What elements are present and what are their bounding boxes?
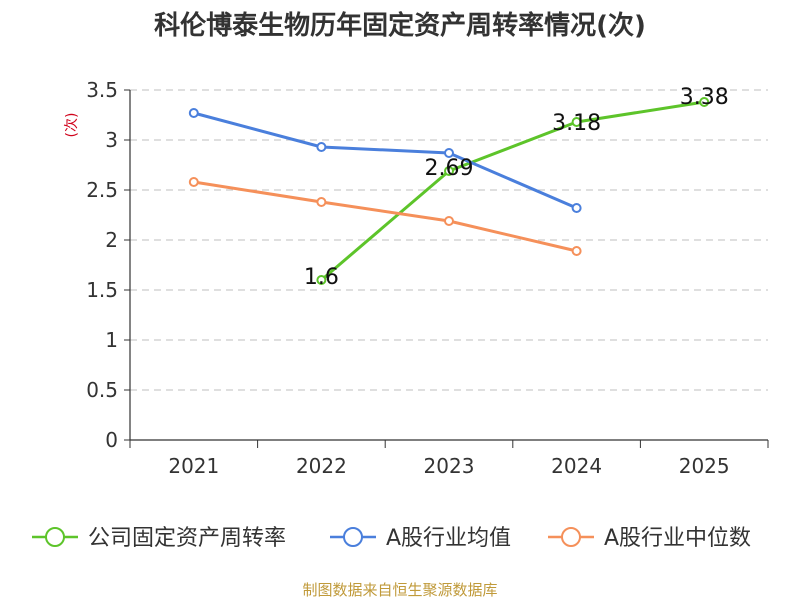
data-labels: 1.6 2.69 3.18 3.38 [304,85,729,290]
chart-title: 科伦博泰生物历年固定资产周转率情况(次) [154,10,646,41]
data-label: 1.6 [304,265,339,290]
x-tick-label: 2023 [424,454,475,478]
legend-marker [45,527,65,547]
data-point [571,203,582,213]
data-point [188,177,199,187]
series-line [193,180,577,253]
legend-label: A股行业中位数 [604,526,751,551]
series-line [320,100,705,282]
data-point [444,216,454,226]
data-point [571,246,582,256]
legend: 公司固定资产周转率 A股行业均值 A股行业中位数 [32,526,751,551]
y-tick-label: 2.5 [86,178,118,202]
legend-marker [343,527,363,547]
series-line [193,111,578,210]
gridlines [130,89,768,391]
legend-label: 公司固定资产周转率 [88,526,286,551]
data-point [444,148,454,158]
y-axis-label: (次) [64,113,80,138]
data-label: 3.18 [552,111,601,136]
series-layer [188,97,710,285]
data-point [699,97,710,107]
data-point [444,166,454,176]
y-tick-label: 3 [105,128,118,152]
data-point [188,108,199,118]
legend-marker [561,527,581,547]
y-tick-label: 3.5 [86,78,118,102]
data-point [316,142,327,152]
data-point [316,197,327,207]
legend-label: A股行业均值 [386,526,511,551]
y-tick-label: 0 [105,428,118,452]
data-point [571,117,582,127]
x-tick-label: 2025 [679,454,730,478]
data-point [316,275,327,285]
y-tick-label: 1 [105,328,118,352]
y-tick-label: 2 [105,228,118,252]
x-tick-label: 2024 [551,454,602,478]
source-note: 制图数据来自恒生聚源数据库 [302,581,497,599]
x-tick-label: 2021 [168,454,219,478]
axes: 0 0.5 1 1.5 2 2.5 3 3.5 2021 2022 2023 2024 2025 [86,78,769,478]
x-tick-label: 2022 [296,454,347,478]
data-label: 2.69 [425,156,474,181]
y-tick-label: 1.5 [86,278,118,302]
data-label: 3.38 [680,85,729,110]
y-tick-label: 0.5 [86,378,118,402]
